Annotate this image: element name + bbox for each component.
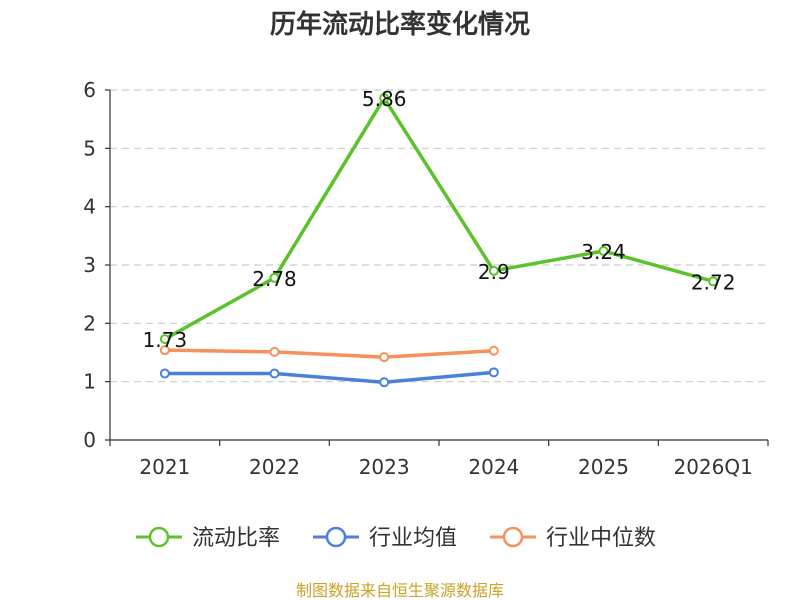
data-point[interactable] bbox=[379, 377, 390, 388]
legend-marker-icon bbox=[502, 526, 524, 548]
legend-label: 流动比率 bbox=[192, 526, 280, 551]
data-point[interactable] bbox=[159, 345, 170, 356]
data-point[interactable] bbox=[159, 334, 170, 345]
data-point[interactable] bbox=[159, 368, 170, 379]
chart-title: 历年流动比率变化情况 bbox=[270, 9, 530, 40]
data-point[interactable] bbox=[488, 367, 499, 378]
y-tick-label: 6 bbox=[83, 78, 96, 102]
data-label: 2.78 bbox=[252, 267, 297, 291]
y-tick-label: 2 bbox=[83, 311, 96, 335]
legend-marker-icon bbox=[148, 526, 170, 548]
x-tick-label: 2021 bbox=[139, 455, 190, 479]
data-point[interactable] bbox=[269, 346, 280, 357]
data-point[interactable] bbox=[269, 368, 280, 379]
legend-item[interactable]: 行业中位数 bbox=[490, 526, 656, 551]
legend-marker-icon bbox=[325, 526, 347, 548]
x-tick-label: 2023 bbox=[359, 455, 410, 479]
data-labels: 1.73 2.78 5.86 2.9 3.24 2.72 bbox=[143, 87, 736, 352]
y-tick-label: 4 bbox=[83, 195, 96, 219]
y-tick-label: 0 bbox=[83, 428, 96, 452]
x-tick-label: 2022 bbox=[249, 455, 300, 479]
data-point[interactable] bbox=[598, 246, 609, 256]
legend-item[interactable]: 行业均值 bbox=[313, 526, 457, 551]
y-tick-label: 1 bbox=[83, 370, 96, 394]
axes: 0 1 2 3 4 5 6 2021 2022 2023 2024 2025 2026Q1 bbox=[83, 78, 769, 479]
legend[interactable]: 流动比率 行业均值 行业中位数 bbox=[136, 526, 656, 551]
data-point[interactable] bbox=[488, 265, 499, 276]
y-tick-label: 5 bbox=[83, 136, 96, 160]
series-line[interactable] bbox=[163, 348, 496, 359]
legend-label: 行业中位数 bbox=[546, 526, 656, 551]
data-point[interactable] bbox=[488, 345, 499, 356]
data-label: 1.73 bbox=[143, 328, 188, 352]
legend-label: 行业均值 bbox=[369, 526, 457, 551]
x-tick-label: 2026Q1 bbox=[673, 455, 752, 479]
grid-lines bbox=[110, 89, 768, 383]
source-note: 制图数据来自恒生聚源数据库 bbox=[296, 581, 504, 600]
data-label: 5.86 bbox=[362, 87, 407, 111]
data-label: 2.72 bbox=[691, 270, 736, 294]
data-point[interactable] bbox=[708, 276, 719, 287]
data-point[interactable] bbox=[269, 272, 280, 283]
data-label: 2.9 bbox=[478, 260, 510, 284]
x-tick-label: 2024 bbox=[468, 455, 519, 479]
data-label: 3.24 bbox=[581, 240, 626, 264]
data-point[interactable] bbox=[379, 93, 390, 104]
series-line[interactable] bbox=[163, 96, 715, 341]
legend-item[interactable]: 流动比率 bbox=[136, 526, 280, 551]
series-lines bbox=[159, 93, 719, 388]
y-tick-label: 3 bbox=[83, 253, 96, 277]
series-line[interactable] bbox=[163, 370, 496, 384]
data-point[interactable] bbox=[379, 352, 390, 363]
x-tick-label: 2025 bbox=[578, 455, 629, 479]
